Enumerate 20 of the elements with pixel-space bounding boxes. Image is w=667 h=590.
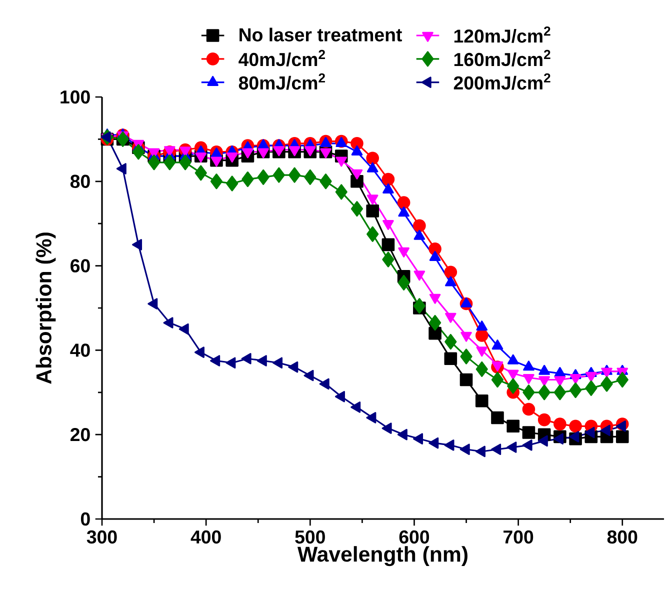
x-tick-label: 400: [190, 530, 221, 544]
x-tick-label: 500: [295, 530, 325, 544]
y-tick-label: 40: [70, 344, 90, 357]
x-tick-label: 700: [504, 530, 534, 544]
y-tick-label: 80: [70, 174, 90, 188]
legend-label: 120mJ/cm$^{2}$: [454, 26, 550, 43]
y-tick-label: 60: [70, 259, 90, 272]
x-axis-title: Wavelength (nm): [297, 546, 468, 566]
legend-label: 80mJ/cm$^{2}$: [238, 73, 325, 90]
legend-label: 160mJ/cm$^{2}$: [454, 50, 550, 66]
x-tick-label: 300: [86, 530, 117, 544]
legend-label: No laser treatment: [240, 28, 402, 42]
y-tick-label: 20: [70, 428, 90, 442]
y-axis-title: Absorption (%): [36, 232, 56, 384]
x-tick-label: 800: [607, 530, 638, 544]
y-tick-label: 100: [60, 90, 90, 104]
y-tick-label: 0: [80, 512, 90, 526]
legend-label: 200mJ/cm$^{2}$: [454, 73, 550, 90]
legend-label: 40mJ/cm$^{2}$: [238, 50, 325, 66]
x-tick-label: 600: [399, 530, 430, 544]
